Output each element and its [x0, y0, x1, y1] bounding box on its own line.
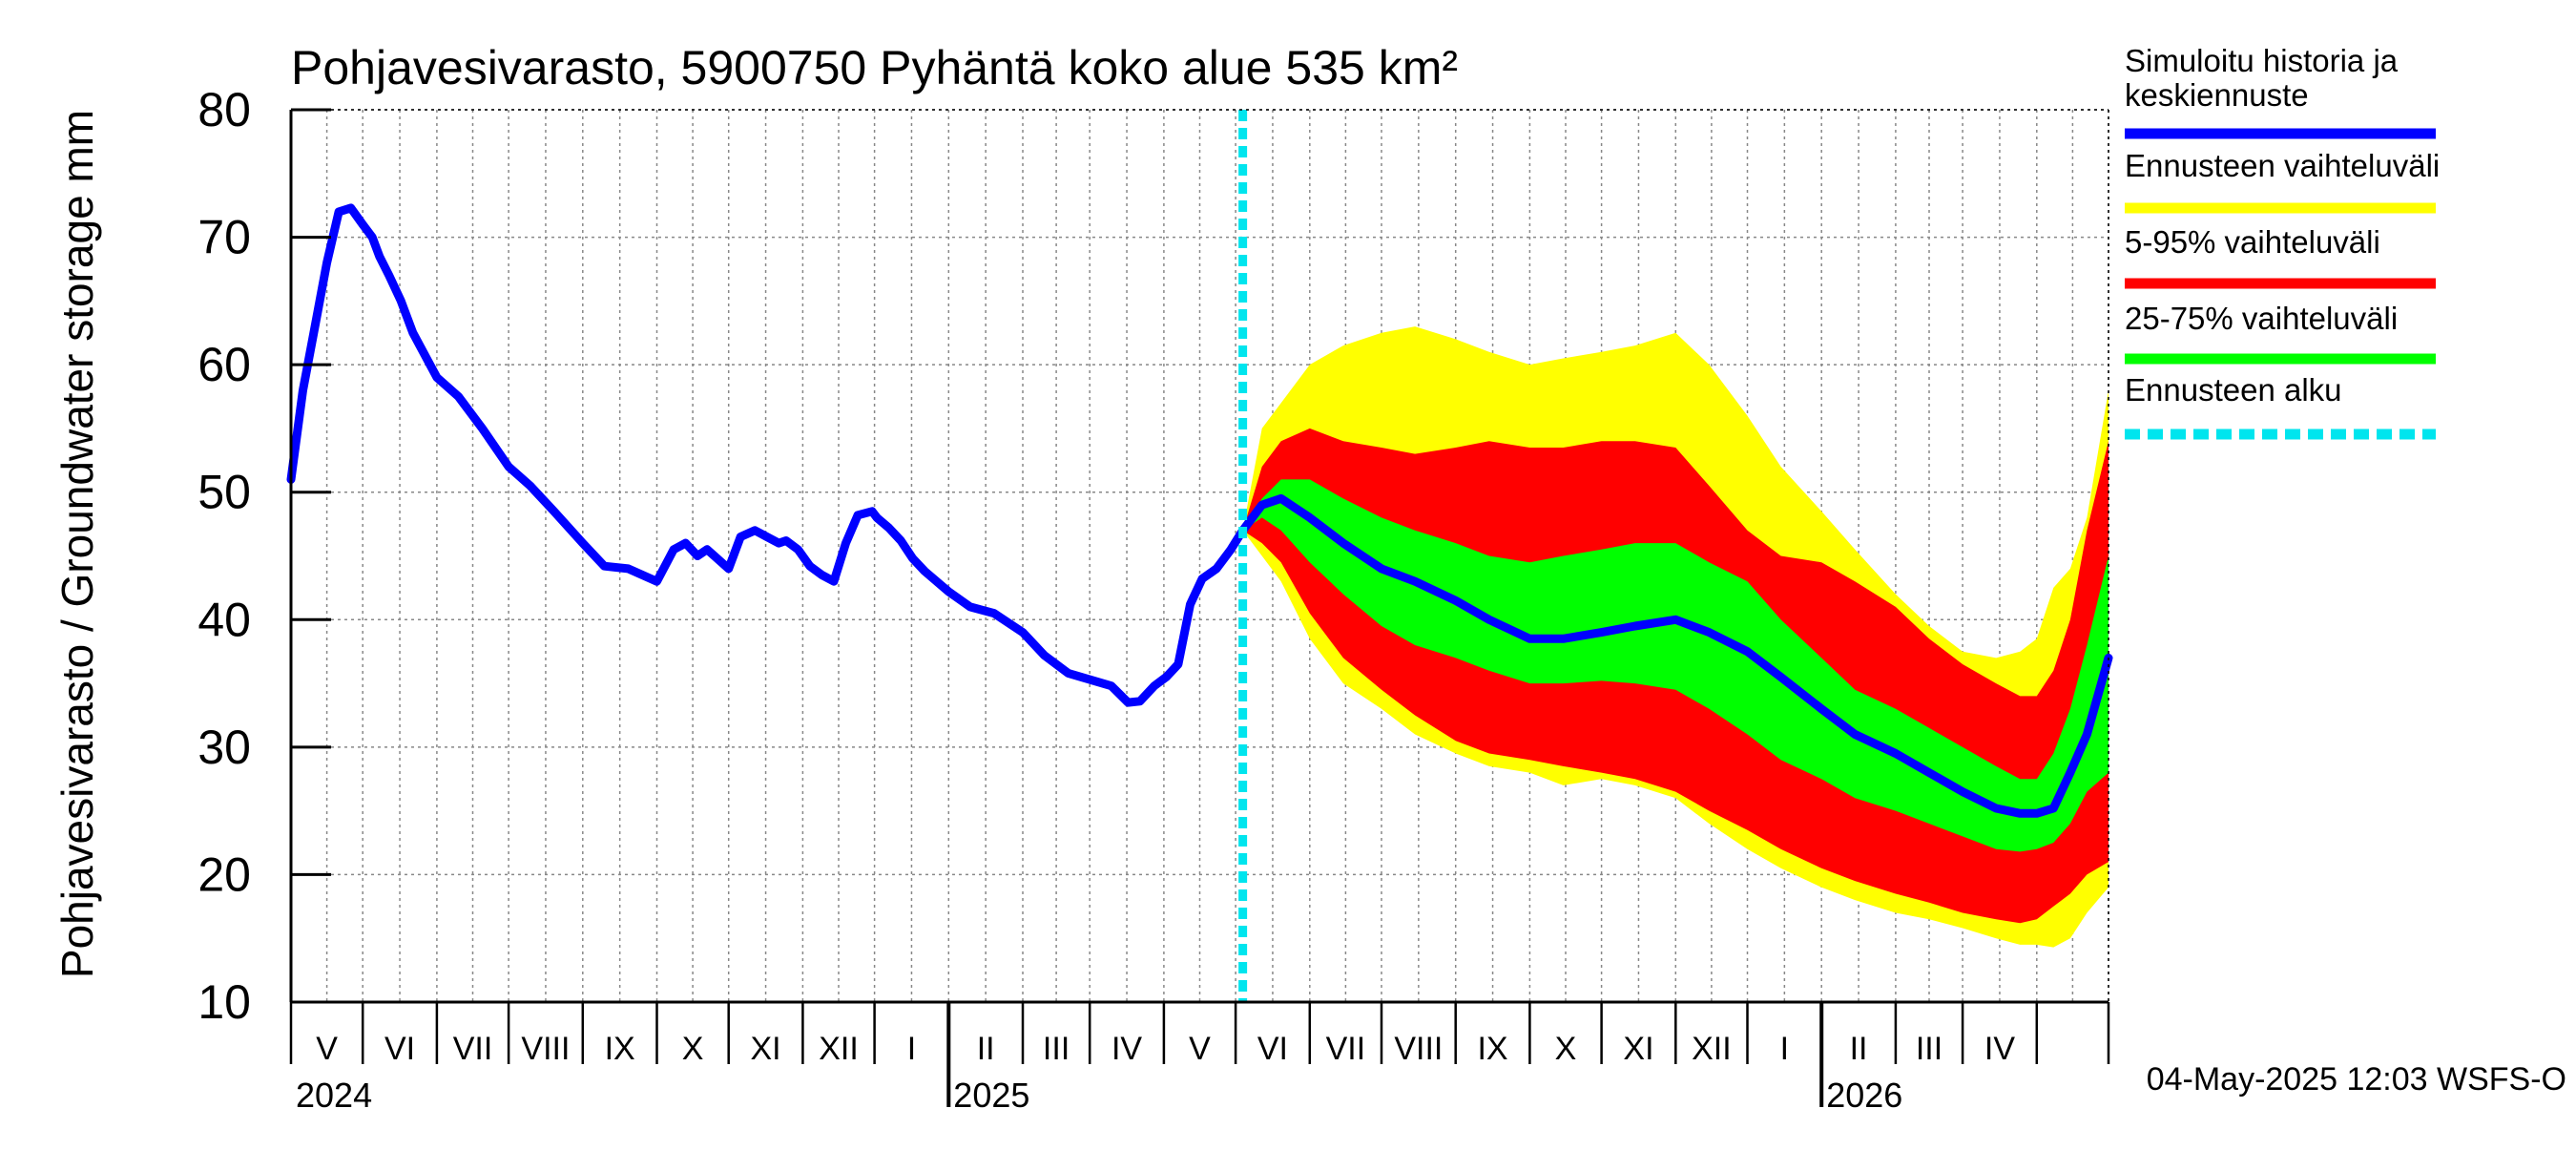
forecast-median-line — [1238, 493, 2113, 818]
legend-label: 25-75% vaihteluväli — [2125, 301, 2398, 336]
year-label: 2024 — [296, 1076, 372, 1115]
legend-label: Ennusteen vaihteluväli — [2125, 148, 2440, 183]
series-lines — [286, 110, 2113, 1002]
month-label: II — [977, 1031, 995, 1067]
month-label: II — [1850, 1031, 1868, 1067]
y-tick-label: 80 — [197, 83, 251, 136]
month-label: VII — [1326, 1031, 1366, 1067]
month-label: V — [316, 1031, 338, 1067]
month-label: VI — [384, 1031, 415, 1067]
month-label: IX — [605, 1031, 635, 1067]
forecast-bands — [1242, 326, 2109, 948]
band-p25-p75 — [1242, 479, 2109, 852]
month-label: XII — [1692, 1031, 1732, 1067]
y-tick-label: 40 — [197, 593, 251, 646]
month-label: XI — [1623, 1031, 1653, 1067]
y-tick-label: 20 — [197, 847, 251, 901]
month-label: IX — [1477, 1031, 1507, 1067]
month-label: VII — [453, 1031, 493, 1067]
month-label: XII — [819, 1031, 859, 1067]
legend-label: 5-95% vaihteluväli — [2125, 224, 2380, 260]
month-label: X — [1555, 1031, 1577, 1067]
history-line — [286, 203, 1248, 707]
y-tick-label: 10 — [197, 975, 251, 1029]
month-label: III — [1916, 1031, 1942, 1067]
month-label: IV — [1984, 1031, 2015, 1067]
footer-timestamp: 04-May-2025 12:03 WSFS-O — [2147, 1061, 2566, 1098]
month-label: VIII — [1394, 1031, 1443, 1067]
y-tick-label: 60 — [197, 338, 251, 391]
y-tick-label: 70 — [197, 211, 251, 264]
year-label: 2025 — [953, 1076, 1029, 1115]
month-label: X — [682, 1031, 704, 1067]
month-label: I — [1780, 1031, 1789, 1067]
legend-label: Ennusteen alku — [2125, 372, 2342, 408]
chart-title: Pohjavesivarasto, 5900750 Pyhäntä koko a… — [291, 41, 1458, 94]
y-tick-label: 50 — [197, 466, 251, 519]
month-label: VIII — [521, 1031, 570, 1067]
year-label: 2026 — [1826, 1076, 1902, 1115]
month-label: V — [1189, 1031, 1211, 1067]
legend-label: keskiennuste — [2125, 77, 2309, 113]
month-label: I — [907, 1031, 916, 1067]
y-axis-label: Pohjavesivarasto / Groundwater storage m… — [52, 110, 102, 978]
month-label: XI — [750, 1031, 780, 1067]
month-label: VI — [1257, 1031, 1288, 1067]
month-label: IV — [1111, 1031, 1142, 1067]
y-tick-label: 30 — [197, 721, 251, 774]
legend-label: Simuloitu historia ja — [2125, 43, 2399, 78]
month-label: III — [1043, 1031, 1070, 1067]
